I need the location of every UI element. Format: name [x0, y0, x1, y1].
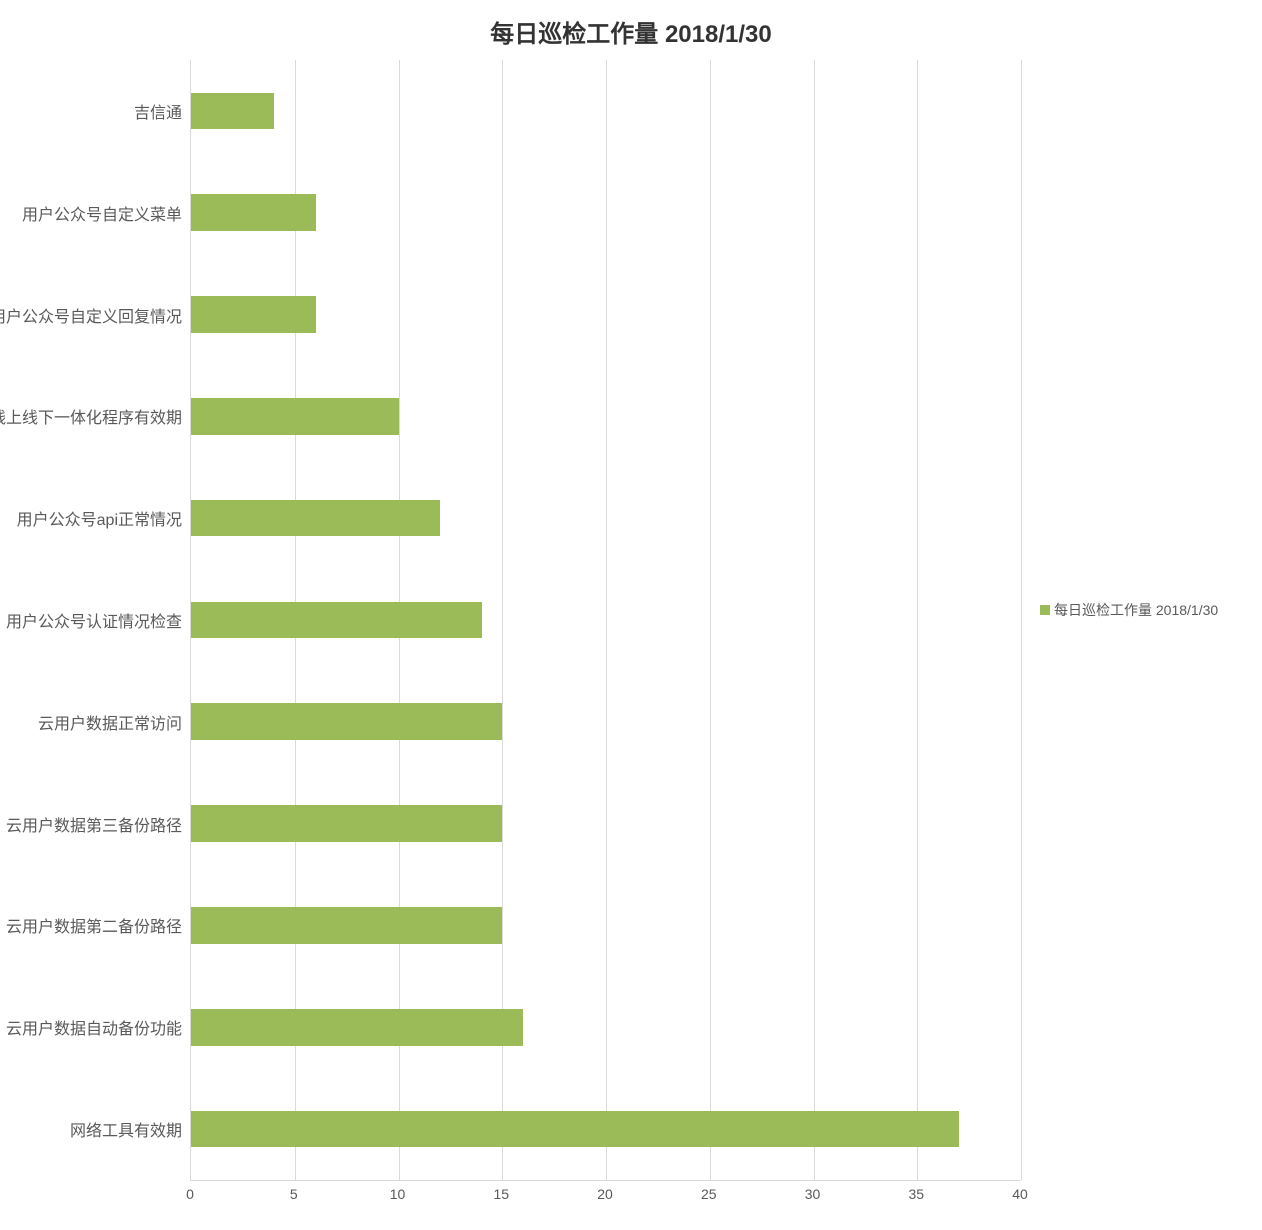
- bar: [191, 194, 316, 231]
- y-tick-label: 吉信通: [134, 99, 182, 123]
- x-tick-label: 0: [186, 1186, 194, 1202]
- gridline: [917, 60, 918, 1180]
- legend-label: 每日巡检工作量 2018/1/30: [1054, 600, 1218, 620]
- x-tick-label: 25: [701, 1186, 717, 1202]
- x-tick-label: 30: [805, 1186, 821, 1202]
- legend-swatch: [1040, 605, 1050, 615]
- chart-container: 每日巡检工作量 2018/1/30 每日巡检工作量 2018/1/30 0 5 10…: [0, 0, 1262, 1230]
- bar: [191, 805, 502, 842]
- bar: [191, 907, 502, 944]
- gridline: [606, 60, 607, 1180]
- y-tick-label: 云用户数据正常访问: [38, 710, 182, 734]
- gridline: [1021, 60, 1022, 1180]
- y-tick-label: 云用户数据第二备份路径: [6, 913, 182, 937]
- bar: [191, 602, 482, 639]
- y-tick-label: 线上线下一体化程序有效期: [0, 404, 182, 428]
- x-tick-label: 15: [493, 1186, 509, 1202]
- x-tick-label: 20: [597, 1186, 613, 1202]
- bar: [191, 93, 274, 130]
- y-tick-label: 用户公众号自定义菜单: [22, 201, 182, 225]
- bar: [191, 1009, 523, 1046]
- y-tick-label: 云用户数据自动备份功能: [6, 1015, 182, 1039]
- bar: [191, 398, 399, 435]
- chart-title: 每日巡检工作量 2018/1/30: [0, 14, 1262, 49]
- y-tick-label: 用户公众号api正常情况: [17, 506, 182, 530]
- y-tick-label: 用户公众号自定义回复情况: [0, 303, 182, 327]
- bar: [191, 703, 502, 740]
- gridline: [814, 60, 815, 1180]
- bar: [191, 1111, 959, 1148]
- gridline: [710, 60, 711, 1180]
- bar: [191, 296, 316, 333]
- bar: [191, 500, 440, 537]
- y-tick-label: 用户公众号认证情况检查: [6, 608, 182, 632]
- x-tick-label: 35: [908, 1186, 924, 1202]
- plot-area: [190, 60, 1021, 1181]
- x-tick-label: 5: [290, 1186, 298, 1202]
- legend: 每日巡检工作量 2018/1/30: [1040, 600, 1218, 620]
- x-tick-label: 10: [390, 1186, 406, 1202]
- y-tick-label: 网络工具有效期: [70, 1117, 182, 1141]
- y-tick-label: 云用户数据第三备份路径: [6, 812, 182, 836]
- x-tick-label: 40: [1012, 1186, 1028, 1202]
